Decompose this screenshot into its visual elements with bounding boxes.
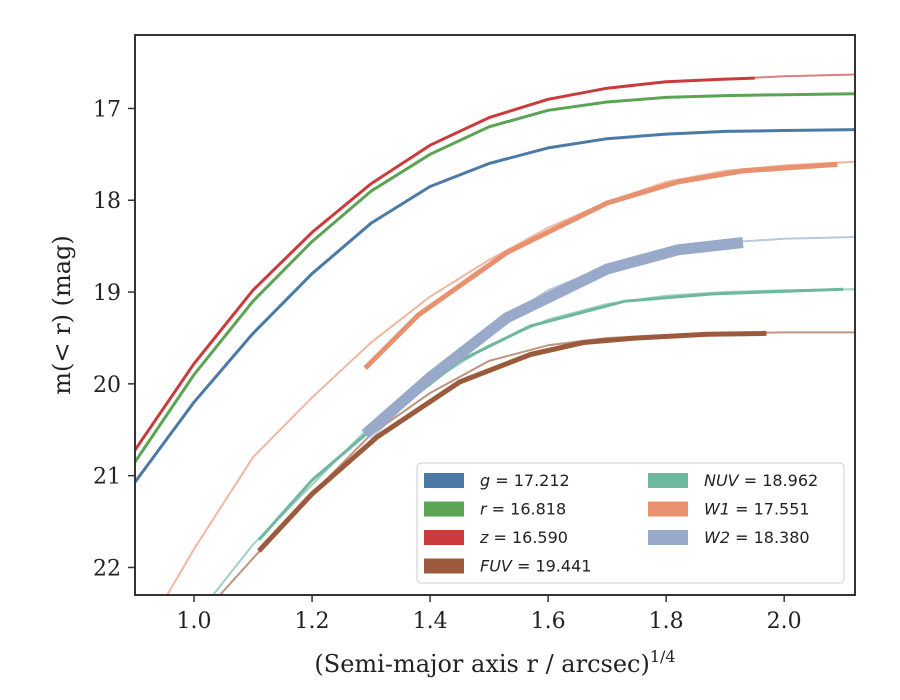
legend-label-g: g = 17.212 [480,471,570,490]
x-axis-label: (Semi-major axis r / arcsec)1/4 [314,647,675,678]
legend-swatch-w1 [648,501,688,517]
series-w2-data-line [361,237,744,439]
series-r-data-line [135,92,855,463]
x-tick-label: 1.6 [531,609,566,634]
y-tick-label: 22 [93,556,121,581]
legend-label-fuv: FUV = 19.441 [480,557,591,576]
y-tick-label: 19 [93,281,121,306]
series-g-data-line [135,128,855,483]
x-tick-label: 1.8 [649,609,684,634]
y-tick-label: 17 [93,97,121,122]
legend-swatch-nuv [648,473,688,488]
y-axis-label: m(< r) (mag) [48,235,76,394]
plot-area [135,73,855,595]
y-tick-label: 20 [93,373,121,398]
plot-frame [134,34,856,596]
x-tick-label: 1.0 [177,609,212,634]
legend-swatch-w2 [648,530,688,545]
legend-label-w1: W1 = 17.551 [704,500,810,519]
legend-label-r: r = 16.818 [480,500,566,519]
series-fuv-data-line [257,330,767,553]
x-axis: 1.0 1.2 1.4 1.6 1.8 2.0 [177,595,802,634]
legend-swatch-g [424,473,464,488]
legend-label-nuv: NUV = 18.962 [704,471,818,490]
legend-swatch-r [424,501,464,517]
series-z-data-line [135,76,755,451]
legend-swatch-fuv [424,558,464,574]
legend-box [416,462,845,584]
y-tick-label: 21 [93,465,121,490]
x-tick-label: 2.0 [767,609,802,634]
x-tick-label: 1.2 [295,609,330,634]
x-tick-label: 1.4 [413,609,448,634]
legend: g = 17.212 r = 16.818 z = 16.590 FUV = 19.4… [416,462,845,584]
series-w1-data-line [363,161,838,370]
y-axis: 17 18 19 20 21 22 [93,97,135,581]
legend-swatch-z [424,530,464,545]
series-nuv-data-line [257,287,844,541]
series-r-model-line [135,92,855,463]
legend-label-w2: W2 = 18.380 [704,528,810,547]
y-tick-label: 18 [93,189,121,214]
series-g-model-line [135,128,855,484]
legend-label-z: z = 16.590 [479,528,568,547]
series-w1-model-line [166,160,855,595]
